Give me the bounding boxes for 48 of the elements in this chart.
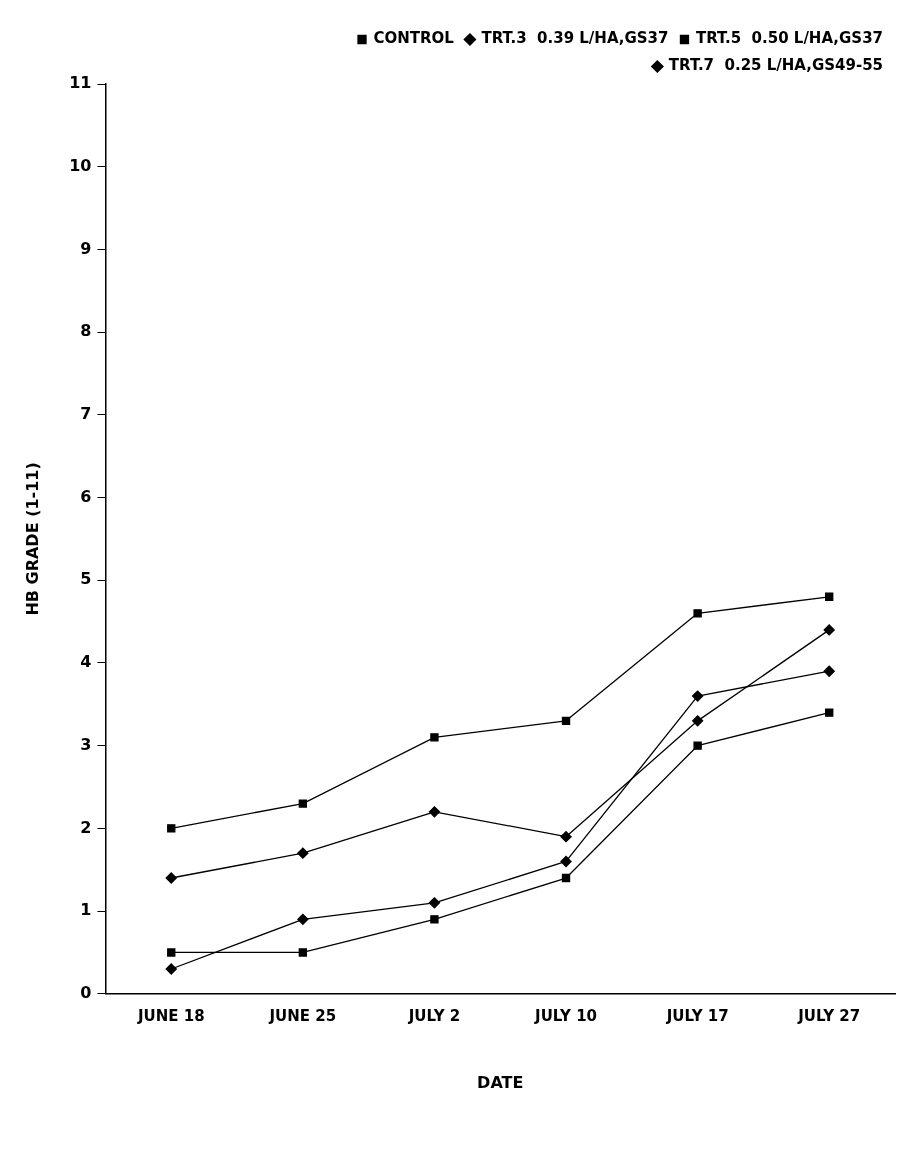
point bbox=[428, 897, 441, 909]
point bbox=[430, 733, 439, 742]
y-tick-label: 6 bbox=[80, 486, 92, 506]
point bbox=[560, 831, 572, 843]
y-axis-title: HB GRADE (1-11) bbox=[22, 462, 42, 616]
y-tick-label: 0 bbox=[80, 982, 92, 1002]
point bbox=[167, 948, 176, 957]
point bbox=[691, 690, 704, 702]
y-tick-label: 4 bbox=[80, 652, 92, 672]
point bbox=[825, 708, 834, 717]
point bbox=[430, 915, 439, 924]
point bbox=[693, 609, 702, 618]
legend-label: CONTROL bbox=[373, 29, 455, 48]
y-tick-label: 1 bbox=[80, 900, 92, 920]
point bbox=[165, 963, 177, 975]
y-tick-label: 5 bbox=[80, 569, 92, 589]
y-tick-label: 10 bbox=[69, 155, 92, 175]
point bbox=[693, 741, 702, 750]
point bbox=[298, 799, 308, 808]
point bbox=[428, 806, 441, 818]
y-tick-label: 9 bbox=[80, 238, 92, 258]
point bbox=[297, 913, 309, 926]
legend-label: TRT.7 0.25 L/HA,GS49-55 bbox=[668, 56, 883, 75]
y-tick-label: 7 bbox=[80, 403, 92, 423]
point bbox=[825, 592, 834, 601]
point bbox=[165, 872, 177, 884]
point bbox=[298, 948, 308, 957]
y-tick-label: 11 bbox=[69, 73, 92, 93]
point bbox=[297, 847, 309, 859]
point bbox=[823, 665, 835, 677]
point bbox=[561, 873, 571, 883]
point bbox=[823, 624, 835, 636]
legend-label: TRT.5 0.50 L/HA,GS37 bbox=[695, 29, 884, 48]
x-tick-label: JUNE 25 bbox=[268, 1006, 337, 1025]
x-tick-label: JULY 2 bbox=[407, 1006, 461, 1025]
legend-label: TRT.3 0.39 L/HA,GS37 bbox=[481, 29, 669, 48]
point bbox=[560, 855, 572, 868]
y-tick-label: 3 bbox=[80, 734, 92, 754]
x-axis-title: DATE bbox=[477, 1072, 524, 1092]
x-tick-label: JUNE 18 bbox=[136, 1006, 205, 1025]
x-tick-label: JULY 10 bbox=[534, 1006, 597, 1025]
point bbox=[561, 716, 571, 726]
point bbox=[691, 715, 704, 727]
x-tick-label: JULY 27 bbox=[797, 1006, 861, 1025]
point bbox=[167, 824, 176, 833]
x-tick-label: JULY 17 bbox=[665, 1006, 729, 1025]
y-tick-label: 8 bbox=[80, 321, 92, 341]
y-tick-label: 2 bbox=[80, 817, 92, 837]
